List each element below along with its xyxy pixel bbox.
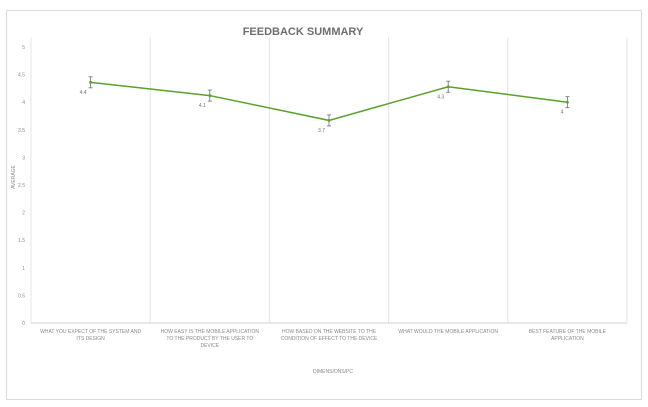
data-point <box>327 119 331 122</box>
data-point <box>446 85 450 89</box>
y-tick-label: 1.5 <box>18 238 25 244</box>
y-tick-label: 1 <box>22 266 25 272</box>
data-label: 4.4 <box>80 90 87 96</box>
y-tick-label: 3.5 <box>18 128 25 134</box>
x-tick-label: HOW EASY IS THE MOBILE APPLICATION TO THE… <box>161 329 260 349</box>
line-chart: FEEDBACK SUMMARY AVERAGE DIMENSIONS/PC 0… <box>11 26 628 375</box>
data-label: 4 <box>561 110 564 116</box>
x-axis-label: DIMENSIONS/PC <box>313 369 353 375</box>
y-tick-label: 2 <box>22 211 25 217</box>
x-tick-label: BEST FEATURE OF THE MOBILE APPLICATION <box>529 329 607 342</box>
data-label: 4.3 <box>437 94 444 100</box>
y-tick-label: 4.5 <box>18 73 25 79</box>
x-tick-label: WHAT YOU EXPECT OF THE SYSTEM AND ITS DES… <box>40 329 141 342</box>
data-point <box>566 100 569 104</box>
x-tick-label: WHAT WOULD THE MOBILE APPLICATION <box>398 329 498 335</box>
data-label: 3.7 <box>318 128 325 134</box>
y-tick-label: 0 <box>22 321 25 327</box>
y-tick-label: 0.5 <box>18 293 25 299</box>
data-point <box>208 94 212 97</box>
x-tick-label: HOW BASED ON THE WEBSITE TO THE CONDITION… <box>281 329 378 342</box>
y-tick-label: 4 <box>22 100 25 106</box>
chart-frame: FEEDBACK SUMMARY AVERAGE DIMENSIONS/PC 0… <box>6 10 642 400</box>
y-tick-label: 2.5 <box>18 183 25 189</box>
chart-title: FEEDBACK SUMMARY <box>243 26 364 38</box>
data-point <box>89 80 92 84</box>
y-axis-label: AVERAGE <box>11 164 17 188</box>
y-tick-label: 3 <box>22 155 25 161</box>
y-tick-label: 5 <box>22 45 25 51</box>
data-label: 4.1 <box>199 103 206 109</box>
